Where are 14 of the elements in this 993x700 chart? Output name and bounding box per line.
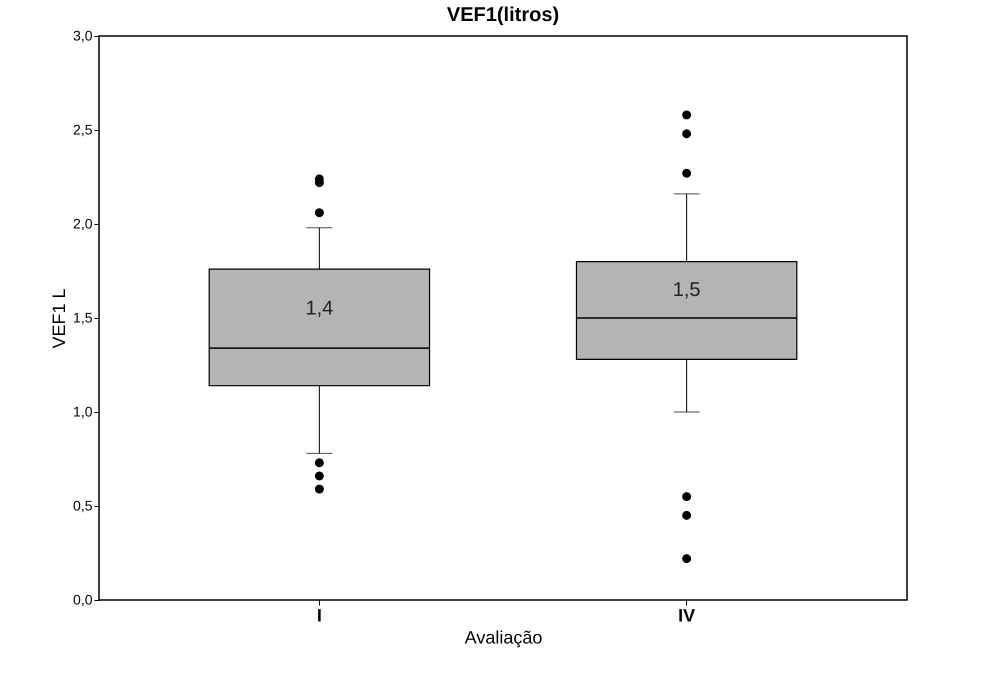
y-tick-label: 3,0: [73, 28, 93, 44]
x-tick-label: I: [316, 606, 322, 626]
y-axis-title: VEF1 L: [49, 288, 70, 349]
annotation: 1,5: [672, 278, 701, 301]
x-axis-title: Avaliação: [464, 628, 542, 648]
y-tick-label: 0,5: [73, 498, 93, 514]
x-tick-label: IV: [678, 606, 696, 626]
chart-title: VEF1(litros): [446, 4, 560, 26]
y-tick-label: 2,5: [73, 122, 93, 138]
y-tick-label: 1,0: [73, 404, 93, 420]
y-tick-label: 2,0: [73, 216, 93, 232]
annotation: 1,4: [305, 298, 334, 320]
y-tick-label: 1,5: [73, 310, 93, 326]
y-tick-label: 0,0: [73, 592, 93, 608]
